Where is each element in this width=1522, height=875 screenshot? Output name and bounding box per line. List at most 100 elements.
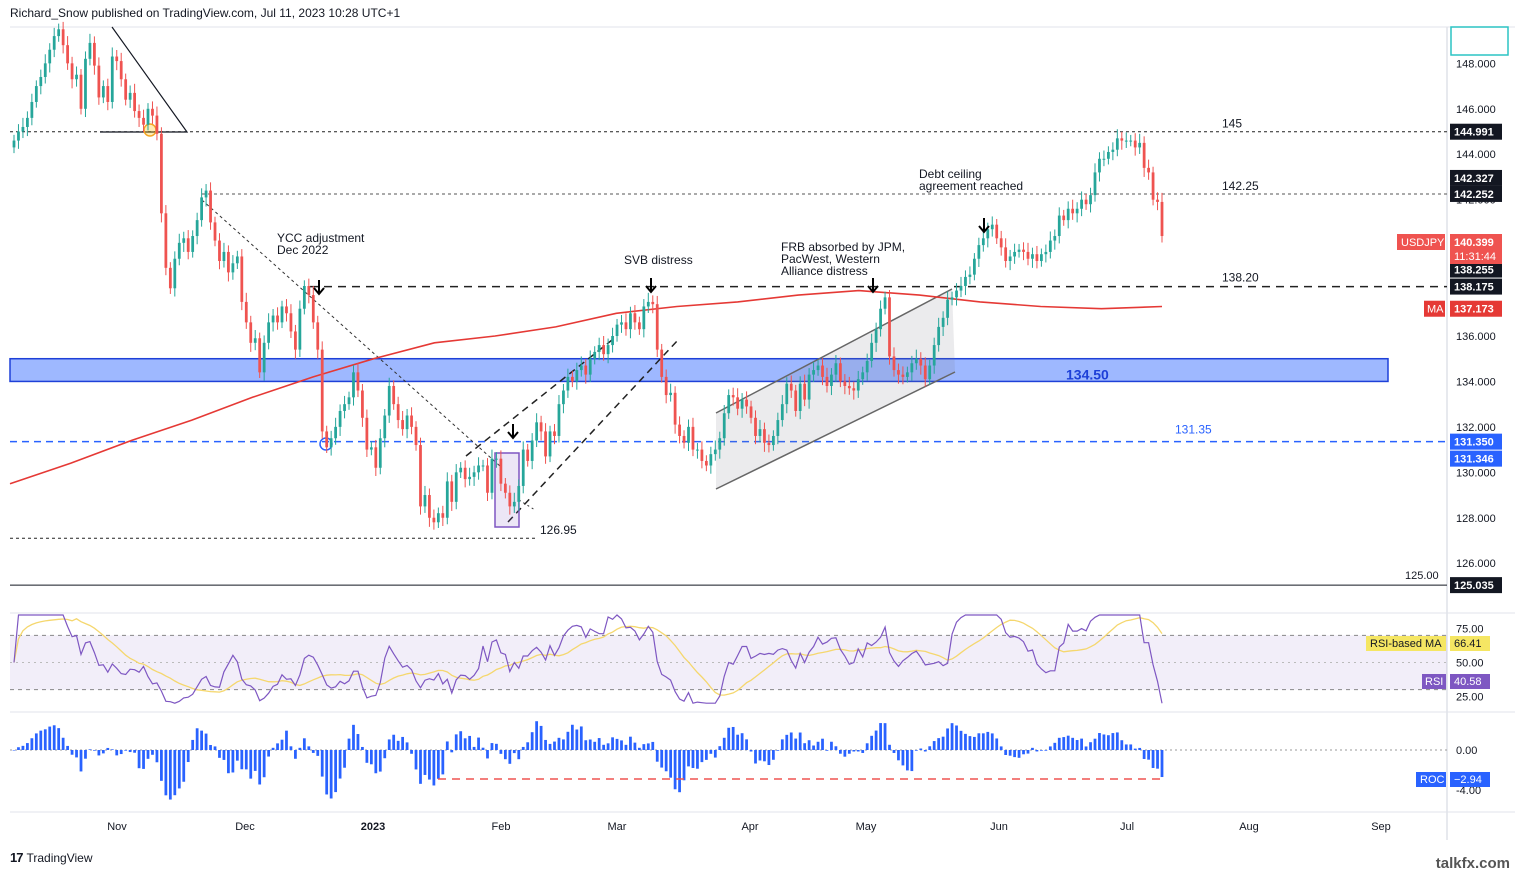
candle bbox=[164, 205, 168, 276]
candle bbox=[39, 69, 43, 95]
candle bbox=[177, 233, 181, 266]
roc-bar bbox=[798, 732, 802, 750]
candle-body bbox=[21, 126, 25, 132]
candle-body bbox=[401, 420, 405, 430]
roc-bar bbox=[807, 740, 811, 750]
candle-body bbox=[745, 399, 748, 407]
candle bbox=[669, 383, 673, 402]
candle bbox=[79, 69, 83, 115]
candle bbox=[490, 449, 494, 500]
candle bbox=[338, 404, 342, 436]
candle bbox=[231, 255, 235, 280]
roc-bar bbox=[432, 750, 436, 786]
candle-body bbox=[937, 326, 941, 346]
roc-bar bbox=[682, 750, 686, 781]
candle bbox=[1111, 142, 1115, 161]
roc-bar bbox=[186, 750, 190, 763]
candle bbox=[1124, 132, 1128, 148]
roc-bar bbox=[906, 750, 909, 771]
candle bbox=[512, 492, 516, 513]
x-tick-label: Jul bbox=[1120, 821, 1134, 833]
candle-body bbox=[682, 435, 686, 443]
candle bbox=[61, 21, 65, 54]
candle-body bbox=[1098, 158, 1101, 173]
candle-body bbox=[579, 365, 583, 371]
candle-body bbox=[696, 449, 699, 451]
candle bbox=[298, 300, 302, 358]
candle-body bbox=[1071, 208, 1075, 214]
roc-bar bbox=[423, 750, 427, 775]
support-zone-134-50 bbox=[9, 357, 1389, 383]
roc-bar bbox=[454, 734, 458, 750]
roc-bar bbox=[727, 727, 731, 750]
axis-badge-bg bbox=[1450, 169, 1502, 186]
candle bbox=[320, 341, 324, 439]
candle bbox=[128, 85, 132, 108]
candle bbox=[870, 333, 874, 368]
candle bbox=[964, 270, 967, 296]
candle-body bbox=[932, 345, 936, 366]
candle bbox=[771, 430, 775, 451]
current-price-tag: USDJPY 140.399 11:31:44 bbox=[1397, 234, 1502, 264]
candle bbox=[218, 233, 221, 270]
candle bbox=[213, 216, 217, 247]
main-pane bbox=[10, 27, 1447, 595]
roc-bar bbox=[119, 750, 123, 755]
candle-body bbox=[445, 481, 449, 518]
candle-body bbox=[110, 56, 114, 102]
candle bbox=[463, 460, 467, 488]
candle-body bbox=[897, 370, 900, 375]
candle bbox=[495, 452, 498, 468]
candle bbox=[977, 237, 981, 267]
roc-bar bbox=[1111, 733, 1115, 750]
candle bbox=[1080, 191, 1083, 217]
candle-body bbox=[1053, 236, 1057, 241]
axis-badge-text: 142.252 bbox=[1454, 189, 1494, 201]
roc-bar bbox=[43, 729, 47, 750]
tradingview-logo[interactable]: 17 TradingView bbox=[10, 850, 93, 865]
candle-body bbox=[70, 63, 74, 80]
candle-body bbox=[798, 383, 802, 411]
candle-body bbox=[235, 256, 239, 264]
roc-bar bbox=[713, 750, 717, 758]
candle bbox=[664, 369, 668, 404]
x-tick-label: May bbox=[856, 821, 877, 833]
roc-bar bbox=[222, 750, 226, 760]
candle bbox=[928, 359, 932, 385]
candle-body bbox=[356, 372, 360, 391]
roc-bar bbox=[1107, 735, 1110, 750]
axis-badge-bg bbox=[1450, 278, 1502, 295]
level-label-126-95: 126.95 bbox=[540, 523, 577, 537]
roc-bar bbox=[722, 737, 726, 750]
candle bbox=[204, 184, 208, 207]
scale-toggle-button[interactable] bbox=[1450, 26, 1509, 56]
candle bbox=[660, 343, 664, 383]
candle-body bbox=[459, 467, 463, 473]
candle bbox=[1004, 238, 1008, 268]
candle-body bbox=[271, 315, 275, 323]
annotation-debt-ceiling: agreement reached bbox=[919, 179, 1023, 193]
roc-bar bbox=[392, 734, 396, 750]
candle bbox=[740, 393, 744, 418]
candle-body bbox=[977, 245, 981, 259]
candle bbox=[356, 363, 360, 398]
candle-body bbox=[186, 238, 190, 252]
arrow-ycc bbox=[313, 280, 325, 296]
axis-badge-bg bbox=[1450, 450, 1502, 467]
candle bbox=[682, 430, 686, 449]
axis-label-131-350: 131.350 bbox=[1450, 433, 1502, 450]
candle bbox=[785, 377, 789, 414]
candle bbox=[1048, 231, 1052, 259]
candle bbox=[597, 337, 601, 361]
roc-bar bbox=[1089, 742, 1092, 750]
price-tag-bg bbox=[1450, 234, 1502, 264]
roc-bar bbox=[289, 746, 293, 750]
roc-bar bbox=[231, 750, 235, 773]
candle bbox=[307, 278, 311, 304]
candle bbox=[1129, 134, 1133, 147]
candle bbox=[428, 488, 431, 527]
candle bbox=[477, 457, 480, 480]
candle-body bbox=[191, 236, 195, 252]
candle-body bbox=[378, 438, 382, 468]
